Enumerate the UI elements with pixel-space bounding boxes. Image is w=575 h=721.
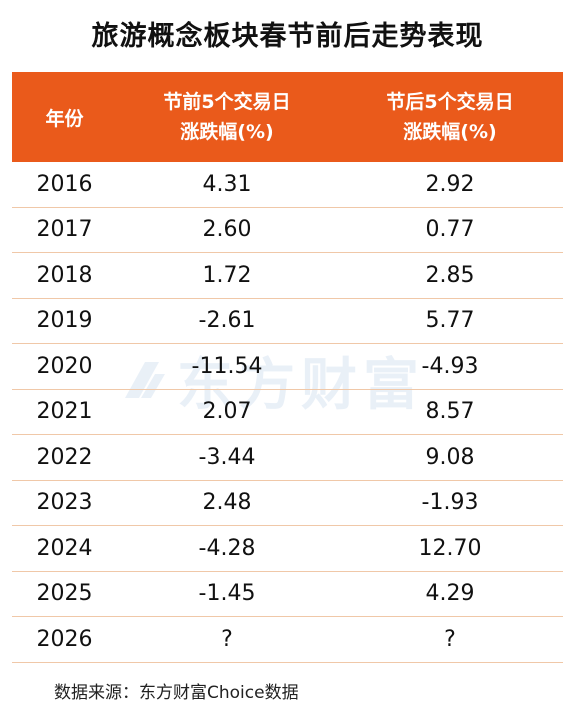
header-year: 年份 xyxy=(45,107,84,130)
cell-year: 2025 xyxy=(36,581,93,607)
cell-pre: -2.61 xyxy=(198,308,256,334)
cell-pre: -4.28 xyxy=(198,535,256,561)
table-row: 2019 -2.61 5.77 xyxy=(12,299,563,344)
cell-year: 2017 xyxy=(36,217,93,243)
cell-year: 2021 xyxy=(36,399,93,425)
cell-year: 2019 xyxy=(36,308,93,334)
cell-pre: -1.45 xyxy=(198,581,256,607)
page-title: 旅游概念板块春节前后走势表现 xyxy=(91,21,484,52)
cell-year: 2016 xyxy=(36,171,93,197)
cell-pre: 2.48 xyxy=(202,490,252,516)
header-post-line2: 涨跌幅(%) xyxy=(403,121,497,143)
cell-post: -1.93 xyxy=(421,490,479,516)
table-row: 2022 -3.44 9.08 xyxy=(12,435,563,481)
cell-year: 2026 xyxy=(36,626,93,652)
cell-pre: ? xyxy=(221,626,233,652)
cell-post: -4.93 xyxy=(421,353,479,379)
table-row: 2023 2.48 -1.93 xyxy=(12,481,563,526)
table-row: 2026 ? ? xyxy=(12,617,563,663)
cell-post: ? xyxy=(444,626,456,652)
data-table: 年份 节前5个交易日 涨跌幅(%) 节后5个交易日 涨跌幅(%) 2016 4.… xyxy=(12,72,563,663)
table-row: 2017 2.60 0.77 xyxy=(12,208,563,253)
cell-pre: 2.07 xyxy=(202,399,252,425)
cell-pre: -11.54 xyxy=(191,353,263,379)
cell-year: 2023 xyxy=(36,490,93,516)
cell-pre: 1.72 xyxy=(202,262,252,288)
table-row: 2021 2.07 8.57 xyxy=(12,390,563,435)
cell-post: 2.85 xyxy=(425,262,475,288)
cell-post: 0.77 xyxy=(425,217,475,243)
cell-pre: 4.31 xyxy=(202,171,252,197)
header-post-line1: 节后5个交易日 xyxy=(386,91,514,113)
cell-post: 5.77 xyxy=(425,308,475,334)
source-note: 数据来源：东方财富Choice数据 xyxy=(54,683,299,703)
table-row: 2025 -1.45 4.29 xyxy=(12,572,563,617)
cell-year: 2024 xyxy=(36,535,93,561)
header-pre-line2: 涨跌幅(%) xyxy=(180,121,274,143)
header-pre-line1: 节前5个交易日 xyxy=(163,91,291,113)
table-header: 年份 节前5个交易日 涨跌幅(%) 节后5个交易日 涨跌幅(%) xyxy=(12,72,563,162)
cell-post: 12.70 xyxy=(418,535,482,561)
cell-pre: -3.44 xyxy=(198,444,256,470)
cell-post: 4.29 xyxy=(425,581,475,607)
cell-post: 8.57 xyxy=(425,399,475,425)
table-row: 2020 -11.54 -4.93 xyxy=(12,344,563,390)
cell-pre: 2.60 xyxy=(202,217,252,243)
table-row: 2024 -4.28 12.70 xyxy=(12,526,563,572)
cell-post: 2.92 xyxy=(425,171,475,197)
header-post-holiday: 节后5个交易日 涨跌幅(%) xyxy=(337,87,563,147)
cell-year: 2018 xyxy=(36,262,93,288)
cell-year: 2022 xyxy=(36,444,93,470)
cell-year: 2020 xyxy=(36,353,93,379)
cell-post: 9.08 xyxy=(425,444,475,470)
table-row: 2018 1.72 2.85 xyxy=(12,253,563,299)
table-row: 2016 4.31 2.92 xyxy=(12,162,563,208)
header-pre-holiday: 节前5个交易日 涨跌幅(%) xyxy=(117,87,337,147)
